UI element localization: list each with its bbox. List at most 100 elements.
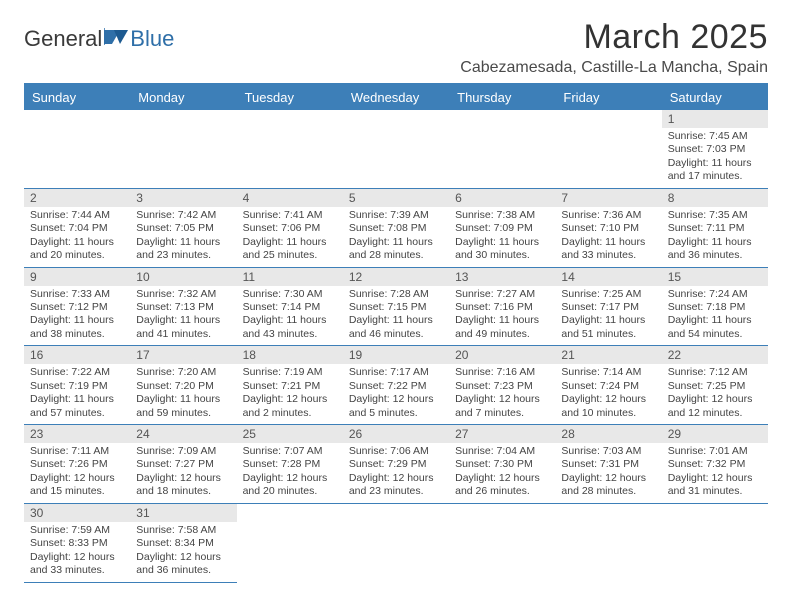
sunrise-text: Sunrise: 7:03 AM xyxy=(561,445,655,458)
day-number: 7 xyxy=(555,189,661,207)
sunrise-text: Sunrise: 7:58 AM xyxy=(136,524,230,537)
daylight-text: Daylight: 12 hours and 31 minutes. xyxy=(668,472,762,499)
sunset-text: Sunset: 7:15 PM xyxy=(349,301,443,314)
calendar-row: 23Sunrise: 7:11 AMSunset: 7:26 PMDayligh… xyxy=(24,425,768,504)
sunrise-text: Sunrise: 7:04 AM xyxy=(455,445,549,458)
sunrise-text: Sunrise: 7:28 AM xyxy=(349,288,443,301)
day-number: 25 xyxy=(237,425,343,443)
day-number: 4 xyxy=(237,189,343,207)
calendar-cell: 5Sunrise: 7:39 AMSunset: 7:08 PMDaylight… xyxy=(343,188,449,267)
daylight-text: Daylight: 12 hours and 18 minutes. xyxy=(136,472,230,499)
calendar-cell xyxy=(130,110,236,188)
daylight-text: Daylight: 12 hours and 7 minutes. xyxy=(455,393,549,420)
sunrise-text: Sunrise: 7:01 AM xyxy=(668,445,762,458)
daylight-text: Daylight: 12 hours and 10 minutes. xyxy=(561,393,655,420)
day-number: 19 xyxy=(343,346,449,364)
day-number: 29 xyxy=(662,425,768,443)
sunset-text: Sunset: 7:24 PM xyxy=(561,380,655,393)
calendar-cell xyxy=(555,110,661,188)
sunset-text: Sunset: 7:31 PM xyxy=(561,458,655,471)
sunrise-text: Sunrise: 7:06 AM xyxy=(349,445,443,458)
day-number: 21 xyxy=(555,346,661,364)
calendar-row: 16Sunrise: 7:22 AMSunset: 7:19 PMDayligh… xyxy=(24,346,768,425)
empty-cell xyxy=(130,110,236,180)
day-number: 31 xyxy=(130,504,236,522)
calendar-cell: 20Sunrise: 7:16 AMSunset: 7:23 PMDayligh… xyxy=(449,346,555,425)
sunrise-text: Sunrise: 7:11 AM xyxy=(30,445,124,458)
empty-cell xyxy=(343,110,449,180)
daylight-text: Daylight: 11 hours and 33 minutes. xyxy=(561,236,655,263)
daylight-text: Daylight: 12 hours and 36 minutes. xyxy=(136,551,230,578)
sunset-text: Sunset: 7:17 PM xyxy=(561,301,655,314)
sunset-text: Sunset: 7:12 PM xyxy=(30,301,124,314)
weekday-header: Sunday xyxy=(24,85,130,110)
calendar-cell: 17Sunrise: 7:20 AMSunset: 7:20 PMDayligh… xyxy=(130,346,236,425)
calendar-body: 1Sunrise: 7:45 AMSunset: 7:03 PMDaylight… xyxy=(24,110,768,582)
daylight-text: Daylight: 12 hours and 12 minutes. xyxy=(668,393,762,420)
sunrise-text: Sunrise: 7:19 AM xyxy=(243,366,337,379)
daylight-text: Daylight: 11 hours and 23 minutes. xyxy=(136,236,230,263)
daylight-text: Daylight: 11 hours and 51 minutes. xyxy=(561,314,655,341)
sunset-text: Sunset: 7:04 PM xyxy=(30,222,124,235)
empty-cell xyxy=(24,110,130,180)
empty-cell xyxy=(237,504,343,574)
calendar-row: 1Sunrise: 7:45 AMSunset: 7:03 PMDaylight… xyxy=(24,110,768,188)
day-number: 11 xyxy=(237,268,343,286)
day-number: 20 xyxy=(449,346,555,364)
day-number: 24 xyxy=(130,425,236,443)
daylight-text: Daylight: 11 hours and 28 minutes. xyxy=(349,236,443,263)
daylight-text: Daylight: 12 hours and 28 minutes. xyxy=(561,472,655,499)
calendar-cell xyxy=(449,503,555,582)
day-number: 8 xyxy=(662,189,768,207)
sunrise-text: Sunrise: 7:41 AM xyxy=(243,209,337,222)
calendar-cell: 23Sunrise: 7:11 AMSunset: 7:26 PMDayligh… xyxy=(24,425,130,504)
calendar-cell: 15Sunrise: 7:24 AMSunset: 7:18 PMDayligh… xyxy=(662,267,768,346)
calendar-row: 9Sunrise: 7:33 AMSunset: 7:12 PMDaylight… xyxy=(24,267,768,346)
sunrise-text: Sunrise: 7:33 AM xyxy=(30,288,124,301)
daylight-text: Daylight: 11 hours and 36 minutes. xyxy=(668,236,762,263)
daylight-text: Daylight: 12 hours and 5 minutes. xyxy=(349,393,443,420)
calendar-row: 30Sunrise: 7:59 AMSunset: 8:33 PMDayligh… xyxy=(24,503,768,582)
calendar-head: SundayMondayTuesdayWednesdayThursdayFrid… xyxy=(24,85,768,110)
sunset-text: Sunset: 7:06 PM xyxy=(243,222,337,235)
calendar-cell: 31 Sunrise: 7:58 AMSunset: 8:34 PMDayligh… xyxy=(130,503,236,582)
day-number: 13 xyxy=(449,268,555,286)
calendar-cell xyxy=(555,503,661,582)
calendar-cell: 4 Sunrise: 7:41 AMSunset: 7:06 PMDaylight… xyxy=(237,188,343,267)
daylight-text: Daylight: 11 hours and 43 minutes. xyxy=(243,314,337,341)
sunrise-text: Sunrise: 7:32 AM xyxy=(136,288,230,301)
sunrise-text: Sunrise: 7:14 AM xyxy=(561,366,655,379)
sunrise-text: Sunrise: 7:20 AM xyxy=(136,366,230,379)
daylight-text: Daylight: 11 hours and 30 minutes. xyxy=(455,236,549,263)
sunrise-text: Sunrise: 7:39 AM xyxy=(349,209,443,222)
sunset-text: Sunset: 8:34 PM xyxy=(136,537,230,550)
empty-cell xyxy=(555,110,661,180)
flag-icon xyxy=(104,26,130,52)
calendar-cell: 1Sunrise: 7:45 AMSunset: 7:03 PMDaylight… xyxy=(662,110,768,188)
sunset-text: Sunset: 7:19 PM xyxy=(30,380,124,393)
weekday-header: Thursday xyxy=(449,85,555,110)
calendar-cell: 8Sunrise: 7:35 AMSunset: 7:11 PMDaylight… xyxy=(662,188,768,267)
day-number: 15 xyxy=(662,268,768,286)
location-text: Cabezamesada, Castille-La Mancha, Spain xyxy=(460,59,768,77)
page-title: March 2025 xyxy=(460,18,768,57)
calendar-cell: 26Sunrise: 7:06 AMSunset: 7:29 PMDayligh… xyxy=(343,425,449,504)
calendar-cell: 27Sunrise: 7:04 AMSunset: 7:30 PMDayligh… xyxy=(449,425,555,504)
sunrise-text: Sunrise: 7:38 AM xyxy=(455,209,549,222)
sunset-text: Sunset: 7:08 PM xyxy=(349,222,443,235)
calendar-cell: 9Sunrise: 7:33 AMSunset: 7:12 PMDaylight… xyxy=(24,267,130,346)
calendar-cell xyxy=(237,503,343,582)
daylight-text: Daylight: 11 hours and 25 minutes. xyxy=(243,236,337,263)
calendar-cell: 22Sunrise: 7:12 AMSunset: 7:25 PMDayligh… xyxy=(662,346,768,425)
sunrise-text: Sunrise: 7:07 AM xyxy=(243,445,337,458)
sunset-text: Sunset: 8:33 PM xyxy=(30,537,124,550)
calendar-cell: 12Sunrise: 7:28 AMSunset: 7:15 PMDayligh… xyxy=(343,267,449,346)
calendar-cell xyxy=(343,110,449,188)
sunrise-text: Sunrise: 7:12 AM xyxy=(668,366,762,379)
daylight-text: Daylight: 11 hours and 57 minutes. xyxy=(30,393,124,420)
empty-cell xyxy=(449,110,555,180)
empty-cell xyxy=(237,110,343,180)
daylight-text: Daylight: 11 hours and 38 minutes. xyxy=(30,314,124,341)
calendar-cell: 3Sunrise: 7:42 AMSunset: 7:05 PMDaylight… xyxy=(130,188,236,267)
calendar-cell xyxy=(449,110,555,188)
